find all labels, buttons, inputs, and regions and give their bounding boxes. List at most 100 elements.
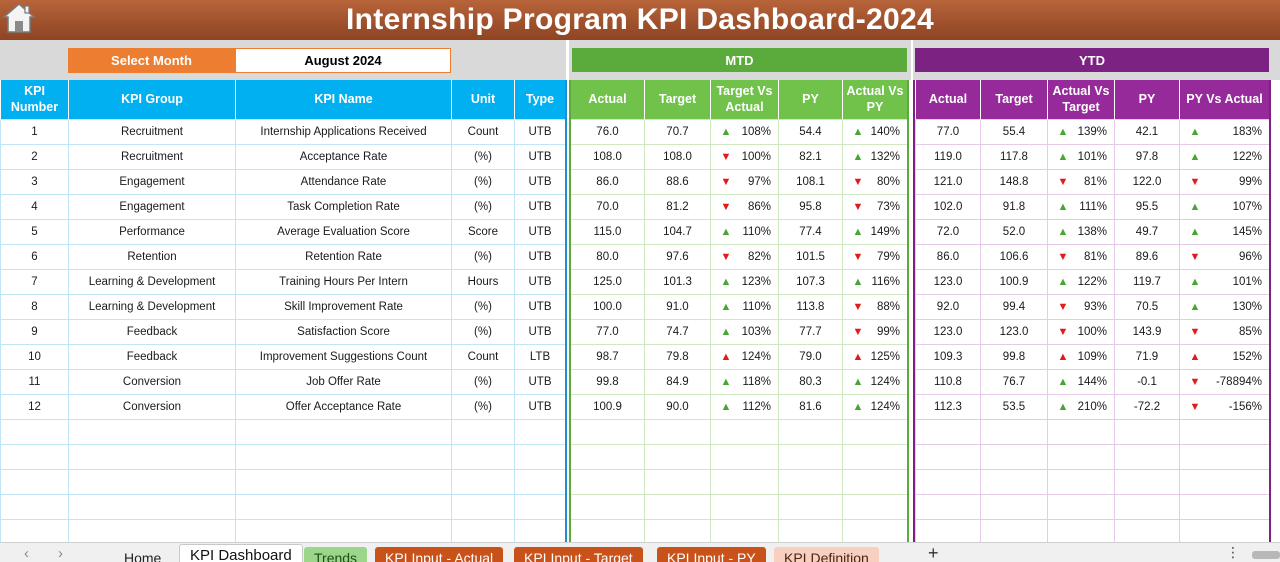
table-row: 100.0 91.0 ▲ 110% 113.8 ▼ 88% [570,293,908,320]
prev-sheet-icon[interactable]: ‹ [24,545,29,562]
ytd-ratio2-cell-content: ▼ -78894% [1183,376,1266,388]
ytd-ratio2-cell: ▲ 145% [1179,218,1270,245]
next-sheet-icon[interactable]: › [58,545,63,562]
empty-cell [68,468,236,495]
page-title: Internship Program KPI Dashboard-2024 [346,3,934,36]
empty-cell [842,443,908,470]
ytd-ratio1-cell-content: ▲ 139% [1051,126,1111,138]
empty-cell [710,418,779,445]
empty-cell [451,418,515,445]
home-icon[interactable] [1,1,37,35]
table-row: 6 Retention Retention Rate (%) UTB [0,243,566,270]
empty-cell [1047,418,1115,445]
ytd-ratio1-cell-content: ▼ 100% [1051,326,1111,338]
kpi-type-cell: UTB [514,218,566,245]
mtd-py-cell: 95.8 [778,193,843,220]
tab-kpi-dashboard[interactable]: KPI Dashboard [179,544,303,562]
table-row: 72.0 52.0 ▲ 138% 49.7 ▲ 145% [915,218,1270,245]
column-header-type: Type [514,80,566,119]
arrow-up-icon: ▲ [720,325,732,338]
add-sheet-icon[interactable]: + [928,543,939,562]
empty-cell [1047,518,1115,545]
arrow-up-icon: ▲ [720,350,732,363]
kpi-name-cell: Skill Improvement Rate [235,293,452,320]
tab-kpi-input-py[interactable]: KPI Input - PY [657,547,766,562]
table-row: 99.8 84.9 ▲ 118% 80.3 ▲ 124% [570,368,908,395]
ytd-target-cell: 91.8 [980,193,1048,220]
mtd-ratio1-cell: ▲ 108% [710,118,779,145]
ytd-actual-cell: 102.0 [915,193,981,220]
tab-home[interactable]: Home [124,550,162,562]
ytd-ratio2-cell: ▼ 85% [1179,318,1270,345]
mtd-actual-cell: 125.0 [570,268,645,295]
mtd-ratio2-cell: ▼ 99% [842,318,908,345]
mtd-ratio1-cell: ▲ 118% [710,368,779,395]
kpi-type-cell: UTB [514,243,566,270]
mtd-ratio1-cell-value: 100% [741,150,771,163]
horizontal-scrollbar[interactable] [1252,551,1280,559]
tab-trends[interactable]: Trends [304,547,368,562]
ytd-py-cell: 97.8 [1114,143,1180,170]
arrow-up-icon: ▲ [720,125,732,138]
table-row: 7 Learning & Development Training Hours Pe… [0,268,566,295]
mtd-py-cell: 80.3 [778,368,843,395]
kpi-group-cell: Conversion [68,368,236,395]
arrow-up-icon: ▲ [1189,300,1201,313]
empty-cell [915,493,981,520]
kpi-type-cell: UTB [514,193,566,220]
tab-kpi-input-target[interactable]: KPI Input - Target [514,547,643,562]
ytd-ratio1-cell-content: ▲ 138% [1051,226,1111,238]
ytd-ratio1-cell: ▼ 81% [1047,243,1115,270]
mtd-ratio2-cell-content: ▲ 124% [846,401,904,413]
empty-cell [1047,493,1115,520]
empty-cell [1114,493,1180,520]
more-options-icon[interactable]: ⋮ [1226,544,1240,560]
arrow-down-icon: ▼ [720,200,732,213]
kpi-group-cell: Feedback [68,318,236,345]
empty-cell [1114,518,1180,545]
arrow-up-icon: ▲ [720,275,732,288]
mtd-ratio1-cell-value: 110% [742,300,771,313]
ytd-ratio2-cell-value: 107% [1232,200,1262,213]
arrow-up-icon: ▲ [1057,400,1069,413]
mtd-ratio2-cell-value: 116% [871,275,900,288]
kpi-number-cell: 2 [0,143,69,170]
ytd-ratio1-cell: ▲ 210% [1047,393,1115,420]
table-row: 9 Feedback Satisfaction Score (%) UTB [0,318,566,345]
mtd-ratio1-cell-content: ▲ 118% [714,376,775,388]
kpi-name-cell: Satisfaction Score [235,318,452,345]
empty-cell [1047,443,1115,470]
ytd-ratio2-cell-value: 96% [1238,250,1262,263]
table-row: 92.0 99.4 ▼ 93% 70.5 ▲ 130% [915,293,1270,320]
arrow-down-icon: ▼ [1189,175,1201,188]
ytd-ratio1-cell-value: 111% [1079,200,1107,213]
empty-cell [778,493,843,520]
kpi-unit-cell: (%) [451,393,515,420]
arrow-down-icon: ▼ [852,300,864,313]
tab-kpi-input-actual[interactable]: KPI Input - Actual [375,547,504,562]
mtd-ratio2-cell: ▲ 116% [842,268,908,295]
ytd-section-header: YTD [915,48,1269,72]
empty-cell [570,518,645,545]
empty-cell [980,493,1048,520]
month-selector[interactable]: August 2024 [235,48,451,73]
empty-cell [842,418,908,445]
table-row [570,443,908,470]
ytd-ratio2-cell-content: ▲ 122% [1183,151,1266,163]
kpi-number-cell: 10 [0,343,69,370]
table-row [0,443,566,470]
mtd-ratio2-cell-content: ▲ 124% [846,376,904,388]
empty-cell [1047,468,1115,495]
empty-cell [68,418,236,445]
kpi-name-cell: Task Completion Rate [235,193,452,220]
arrow-up-icon: ▲ [1057,225,1069,238]
mtd-ratio2-cell: ▼ 80% [842,168,908,195]
tab-kpi-definition[interactable]: KPI Definition [774,547,879,562]
table-row: 112.3 53.5 ▲ 210% -72.2 ▼ -156% [915,393,1270,420]
empty-cell [644,418,711,445]
mtd-target-cell: 74.7 [644,318,711,345]
mtd-ratio1-cell-content: ▲ 110% [714,301,775,313]
mtd-ratio1-cell-value: 123% [741,275,771,288]
arrow-down-icon: ▼ [720,175,732,188]
table-row: 108.0 108.0 ▼ 100% 82.1 ▲ 132% [570,143,908,170]
